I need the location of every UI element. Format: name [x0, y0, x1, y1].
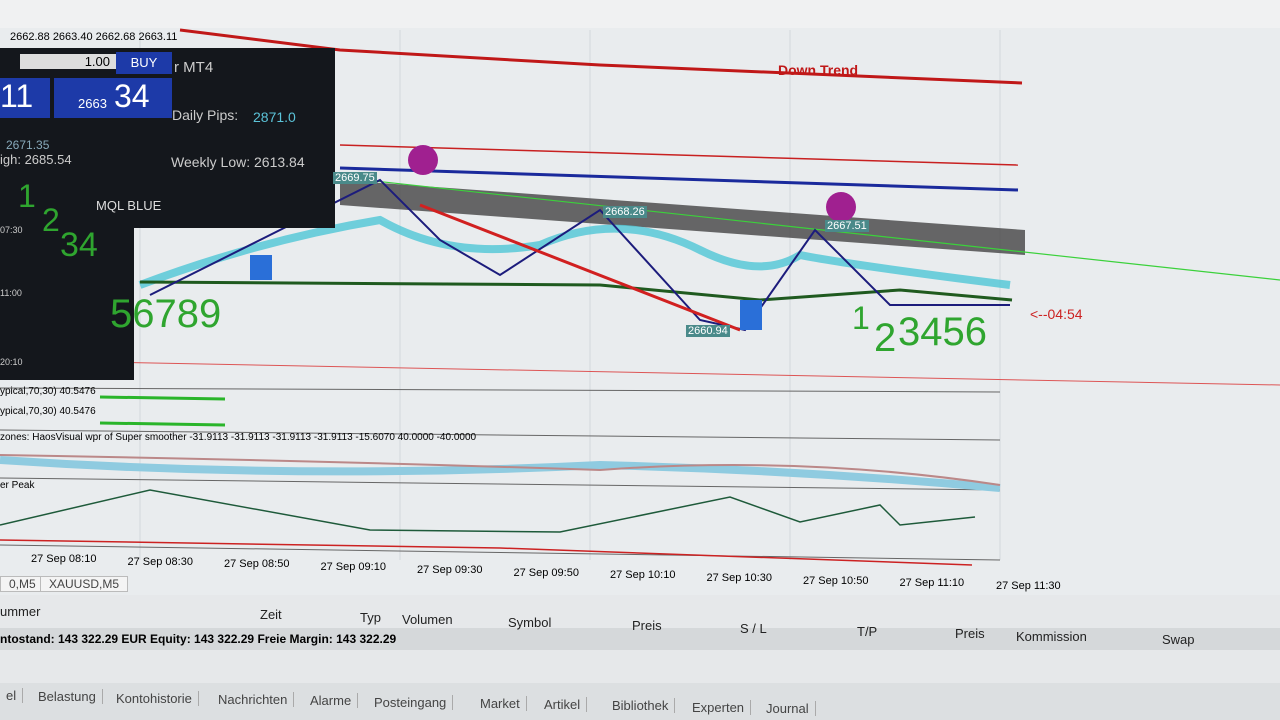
chart-tab[interactable]: 0,M5 — [0, 576, 45, 592]
ask-small: 34 — [114, 78, 150, 114]
column-header: Zeit — [260, 606, 282, 622]
bottom-tab[interactable]: Experten — [686, 699, 752, 715]
timer: <--04:54 — [1030, 306, 1083, 322]
time-label: 27 Sep 10:10 — [610, 569, 676, 582]
bottom-tab[interactable]: Belastung — [32, 689, 103, 705]
ask-big: 2663 — [78, 96, 107, 111]
time-label: 27 Sep 08:10 — [31, 553, 97, 565]
column-header: T/P — [857, 623, 878, 639]
time-label: 27 Sep 09:30 — [417, 563, 483, 576]
time-label: 27 Sep 10:30 — [706, 571, 772, 584]
time-label: 27 Sep 08:30 — [127, 555, 193, 568]
price-label: 2667.51 — [825, 220, 869, 232]
column-header: S / L — [740, 620, 767, 636]
trade-panel: 1.00 BUY 11 2663 34 r MT4 Daily Pips: 287… — [0, 48, 335, 228]
column-header: Kommission — [1016, 629, 1087, 645]
bottom-tab[interactable]: Bibliothek — [606, 698, 676, 714]
wave: 1 — [18, 178, 36, 214]
trend-label: Down Trend — [778, 62, 859, 78]
time-label: 27 Sep 09:10 — [320, 561, 386, 574]
column-header: Preis — [955, 626, 985, 642]
panel-time: 11:00 — [0, 288, 22, 298]
time-label: 27 Sep 08:50 — [224, 558, 290, 571]
high: igh: 2685.54 — [0, 152, 72, 167]
wave: 34 — [60, 226, 98, 264]
bottom-tab[interactable]: Kontohistorie — [110, 690, 199, 706]
lot[interactable]: 1.00 — [20, 54, 130, 69]
ind-label: ypical,70,30) 40.5476 — [0, 386, 96, 397]
panel-time: 07:30 — [0, 225, 23, 235]
title: r MT4 — [174, 59, 214, 76]
column-header: Volumen — [402, 612, 453, 628]
chart-tab[interactable]: XAUUSD,M5 — [40, 576, 129, 592]
time-label: 27 Sep 11:30 — [996, 580, 1061, 592]
price-label: 2660.94 — [686, 325, 730, 337]
bottom-tab[interactable]: Market — [474, 695, 527, 711]
bid: 11 — [0, 78, 50, 118]
time-label: 27 Sep 10:50 — [803, 574, 869, 587]
wave: 3456 — [898, 310, 987, 354]
side-panel — [0, 228, 134, 380]
wave: 56789 — [110, 292, 222, 336]
bottom-tab[interactable]: Alarme — [304, 693, 359, 709]
ask[interactable]: 2663 34 — [54, 78, 172, 118]
column-header: Swap — [1162, 632, 1195, 647]
price-label: 2669.75 — [333, 172, 377, 184]
daily-pips: 2871.0 — [253, 109, 296, 125]
bottom-tab[interactable]: Nachrichten — [212, 691, 295, 707]
wave: 2 — [874, 316, 897, 360]
panel-time: 20:10 — [0, 357, 23, 367]
wave: 1 — [852, 300, 870, 336]
column-header: Symbol — [508, 615, 552, 631]
column-header: ummer — [0, 604, 41, 619]
ind-label: er Peak — [0, 480, 35, 491]
bottom-tab[interactable]: Journal — [760, 701, 816, 716]
level: 2671.35 — [6, 138, 50, 152]
balance: ntostand: 143 322.29 EUR Equity: 143 322… — [0, 632, 397, 646]
ind-label: zones: HaosVisual wpr of Super smoother … — [0, 432, 477, 443]
column-header: Typ — [360, 609, 381, 625]
ind-label: ypical,70,30) 40.5476 — [0, 406, 96, 417]
mql: MQL BLUE — [96, 198, 162, 213]
time-label: 27 Sep 09:50 — [513, 566, 579, 579]
price-label: 2668.26 — [603, 206, 647, 218]
weekly-low: Weekly Low: 2613.84 — [171, 154, 305, 170]
column-header: Preis — [632, 618, 662, 633]
wave: 2 — [42, 202, 60, 238]
time-label: 27 Sep 11:10 — [899, 577, 965, 590]
price-row: 2662.88 2663.40 2662.68 2663.11 — [10, 31, 178, 43]
daily-label: Daily Pips: — [172, 107, 239, 123]
bottom-tab[interactable]: el — [0, 688, 24, 703]
bottom-tab[interactable]: Artikel — [538, 697, 588, 713]
buy-button[interactable]: BUY — [116, 52, 172, 74]
bottom-tab[interactable]: Posteingang — [368, 694, 454, 710]
